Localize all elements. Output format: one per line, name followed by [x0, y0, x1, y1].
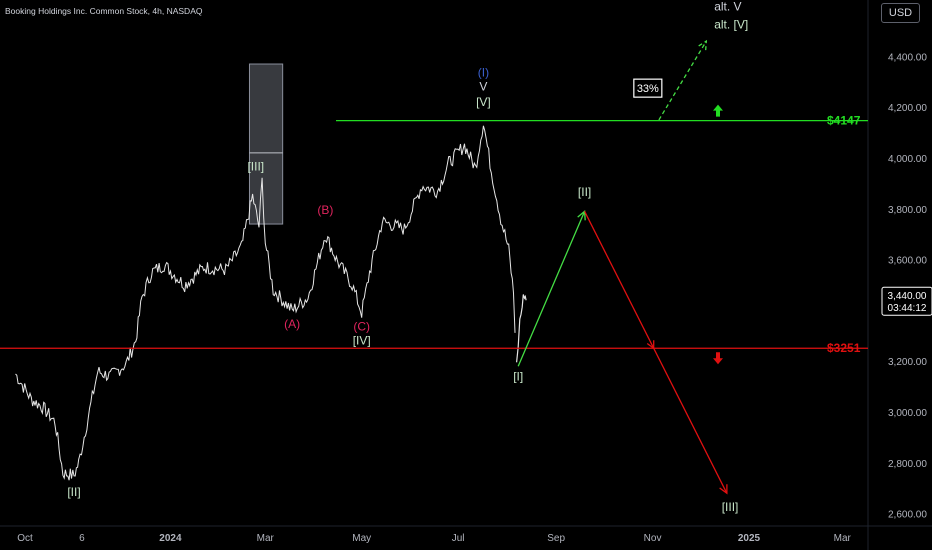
projection-arrowhead	[577, 210, 586, 221]
down-arrow-icon	[713, 352, 723, 365]
x-tick-label: Oct	[17, 533, 33, 544]
wave-label: V	[479, 80, 487, 94]
projection-arrowhead	[646, 340, 655, 350]
symbol-title: Booking Holdings Inc. Common Stock, 4h, …	[5, 6, 203, 16]
wave-label: [I]	[513, 369, 523, 383]
x-tick-label: Sep	[547, 533, 565, 544]
wave-label: [V]	[476, 95, 491, 109]
target-zone-box	[248, 63, 284, 225]
currency-button[interactable]: USD	[881, 3, 920, 23]
projection-line	[658, 40, 707, 121]
y-tick-label: 4,000.00	[888, 154, 927, 165]
last-price-tag	[881, 286, 932, 316]
price-line	[15, 125, 516, 481]
wave-label: (C)	[353, 320, 370, 334]
price-line-recent	[516, 294, 527, 363]
projection-line	[584, 211, 728, 494]
wave-label: [II]	[67, 485, 80, 499]
wave-label: (A)	[284, 317, 300, 331]
wave-label: alt. V	[714, 0, 741, 14]
x-tick-label: 6	[79, 533, 85, 544]
last-price-value: 3,440.00	[888, 291, 927, 302]
wave-label: [IV]	[353, 334, 371, 348]
wave-label: (I)	[478, 66, 489, 80]
support-label: $3251	[827, 341, 861, 355]
y-tick-label: 2,800.00	[888, 459, 927, 470]
y-tick-label: 2,600.00	[888, 510, 927, 521]
x-tick-label: 2025	[738, 533, 761, 544]
x-tick-label: May	[352, 533, 371, 544]
resistance-label: $4147	[827, 114, 861, 128]
y-tick-label: 3,600.00	[888, 256, 927, 267]
y-tick-label: 3,200.00	[888, 357, 927, 368]
x-tick-label: Mar	[834, 533, 852, 544]
x-tick-label: Mar	[257, 533, 275, 544]
y-tick-label: 3,800.00	[888, 205, 927, 216]
up-arrow-icon	[713, 104, 723, 117]
projection-arrowhead	[698, 39, 708, 51]
x-tick-label: Jul	[452, 533, 465, 544]
y-tick-label: 4,200.00	[888, 103, 927, 114]
x-tick-label: 2024	[159, 533, 182, 544]
projection-line	[517, 211, 586, 367]
probability-label: 33%	[637, 83, 659, 95]
projection-arrowhead	[719, 484, 728, 495]
wave-label: [III]	[722, 500, 739, 514]
bar-countdown: 03:44:12	[888, 303, 927, 314]
wave-label: alt. [V]	[714, 17, 748, 31]
wave-label: [II]	[578, 185, 591, 199]
wave-label: [III]	[247, 160, 264, 174]
y-tick-label: 3,000.00	[888, 408, 927, 419]
probability-box	[633, 78, 663, 98]
x-tick-label: Nov	[644, 533, 662, 544]
y-tick-label: 4,400.00	[888, 52, 927, 63]
wave-label: (B)	[317, 203, 333, 217]
